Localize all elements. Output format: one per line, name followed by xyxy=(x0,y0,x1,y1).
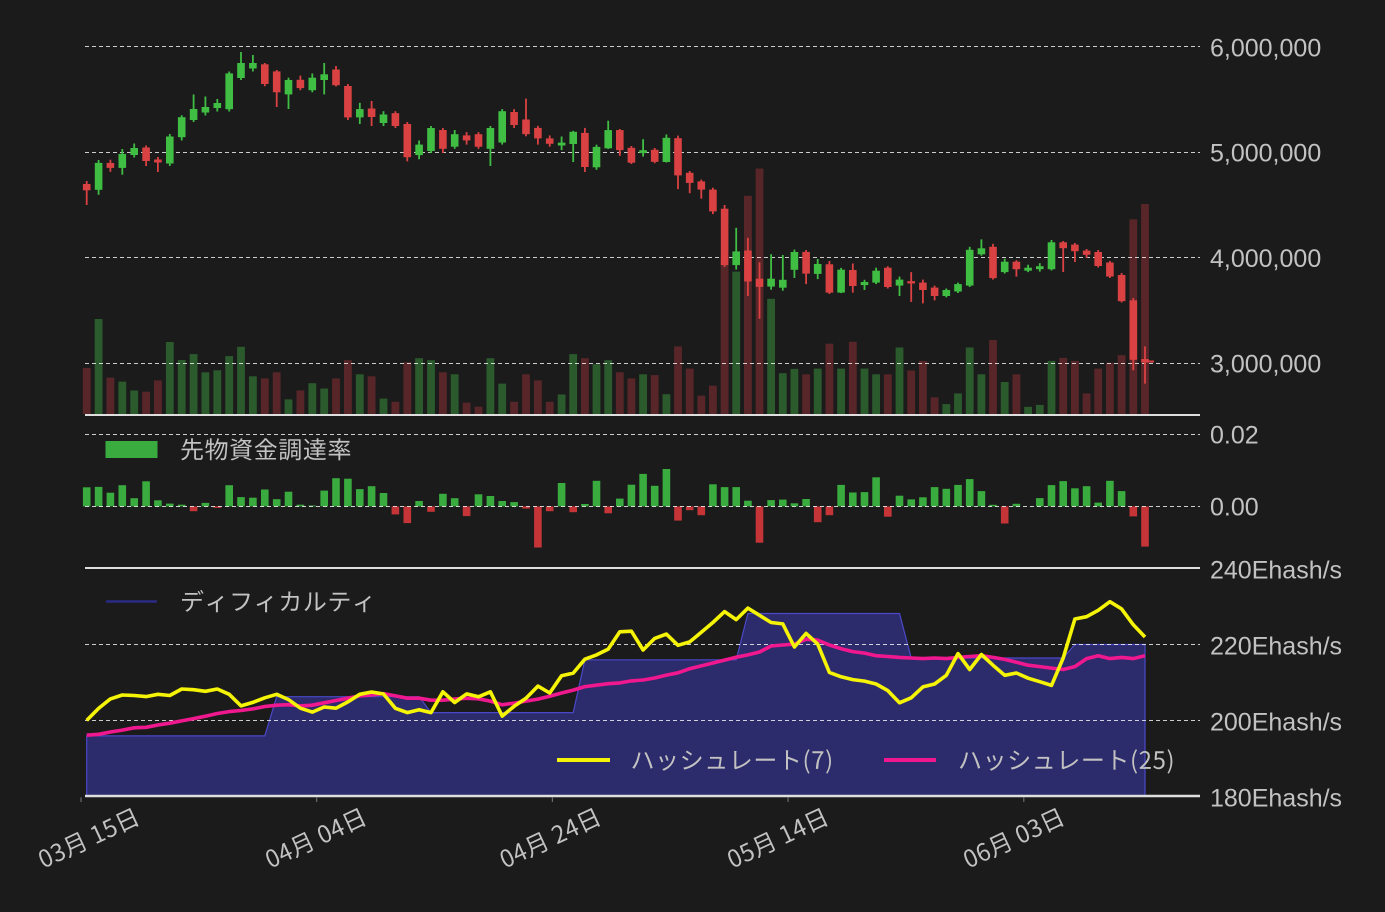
svg-text:200Ehash/s: 200Ehash/s xyxy=(1210,708,1342,736)
svg-text:220Ehash/s: 220Ehash/s xyxy=(1210,632,1342,660)
svg-text:180Ehash/s: 180Ehash/s xyxy=(1210,784,1342,812)
svg-text:5,000,000: 5,000,000 xyxy=(1210,140,1321,168)
svg-text:0.02: 0.02 xyxy=(1210,422,1259,450)
svg-text:240Ehash/s: 240Ehash/s xyxy=(1210,556,1342,584)
svg-text:6,000,000: 6,000,000 xyxy=(1210,34,1321,62)
svg-text:0.00: 0.00 xyxy=(1210,494,1259,522)
svg-text:3,000,000: 3,000,000 xyxy=(1210,351,1321,379)
svg-text:4,000,000: 4,000,000 xyxy=(1210,245,1321,273)
